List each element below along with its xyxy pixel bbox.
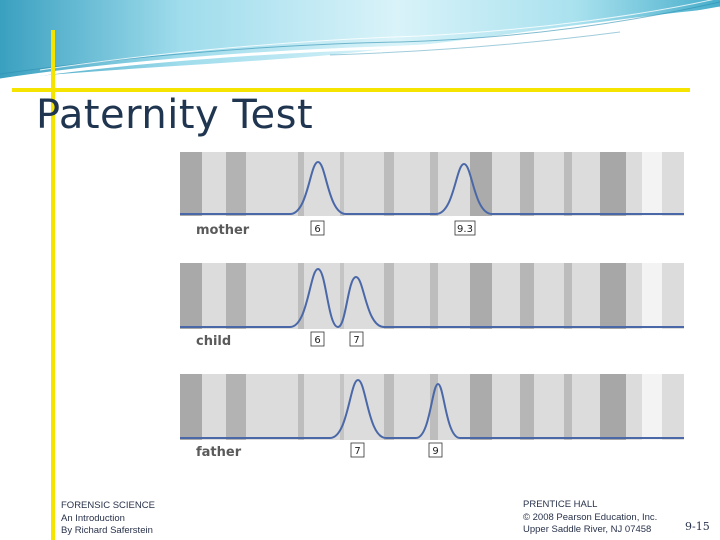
footer-line: Upper Saddle River, NJ 07458 — [523, 524, 652, 535]
footer-line: © 2008 Pearson Education, Inc. — [523, 511, 658, 523]
footer-publisher-info: PRENTICE HALL © 2008 Pearson Education, … — [523, 499, 657, 537]
footer-line: By Richard Saferstein — [61, 525, 153, 536]
allele-label: 6 — [314, 335, 320, 346]
accent-vertical-line — [51, 30, 55, 540]
profile-label: mother — [196, 223, 250, 238]
profile-label: child — [196, 334, 231, 349]
accent-horizontal-line — [12, 88, 690, 92]
allele-label: 6 — [314, 224, 320, 235]
allele-label: 9 — [432, 446, 438, 457]
profile-label: father — [196, 445, 242, 460]
allele-label: 7 — [353, 335, 359, 346]
electropherogram-child: child 6 7 — [180, 263, 684, 373]
footer-line: An Introduction — [61, 512, 125, 524]
page-number: 9-15 — [685, 520, 710, 533]
header-banner — [0, 0, 720, 82]
footer-line: FORENSIC SCIENCE — [61, 500, 155, 511]
footer-book-info: FORENSIC SCIENCE An Introduction By Rich… — [61, 500, 155, 538]
electropherogram-father: father 7 9 — [180, 374, 684, 484]
allele-label: 7 — [354, 446, 360, 457]
electropherogram-mother: mother 6 9.3 — [180, 152, 684, 262]
footer-line: PRENTICE HALL — [523, 499, 598, 510]
slide-title: Paternity Test — [36, 92, 314, 138]
allele-label: 9.3 — [457, 224, 473, 235]
